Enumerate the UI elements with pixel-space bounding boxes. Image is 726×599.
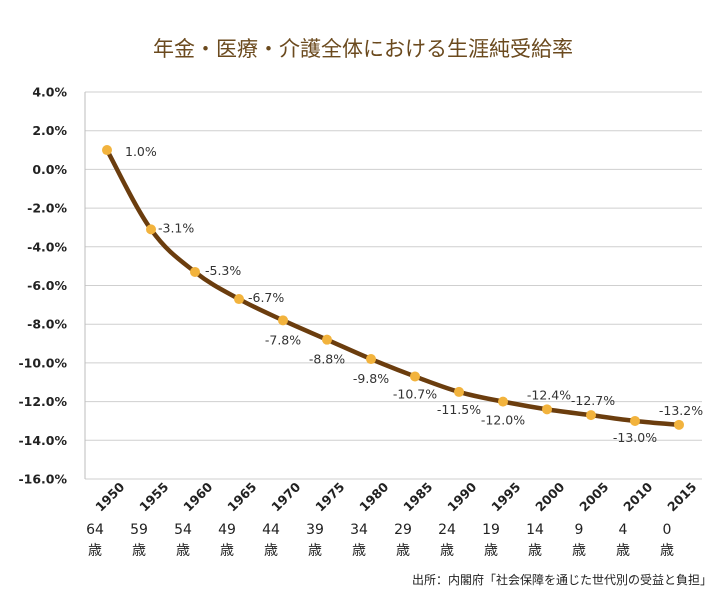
age-unit: 歳 bbox=[572, 543, 586, 559]
y-tick-label: -16.0% bbox=[18, 472, 67, 487]
grid bbox=[84, 91, 702, 480]
age-label: 24 bbox=[438, 522, 456, 538]
y-tick-label: -14.0% bbox=[18, 433, 67, 448]
data-label: -13.0% bbox=[613, 430, 657, 445]
x-tick-label: 1990 bbox=[444, 479, 479, 514]
age-unit: 歳 bbox=[528, 543, 542, 559]
x-tick-label: 1955 bbox=[136, 479, 171, 514]
age-unit: 歳 bbox=[220, 543, 234, 559]
age-label: 59 bbox=[130, 522, 148, 538]
data-point bbox=[454, 386, 464, 397]
age-label: 9 bbox=[575, 522, 584, 538]
data-label: -12.4% bbox=[527, 387, 571, 402]
age-label: 29 bbox=[394, 522, 412, 538]
data-label: -12.7% bbox=[571, 393, 615, 408]
age-label: 39 bbox=[306, 522, 324, 538]
x-tick-label: 1970 bbox=[268, 479, 303, 514]
age-unit: 歳 bbox=[88, 543, 102, 559]
data-point bbox=[322, 334, 332, 345]
y-tick-label: -4.0% bbox=[27, 239, 67, 254]
data-point bbox=[498, 396, 508, 407]
data-point bbox=[586, 410, 596, 421]
data-label: -8.8% bbox=[309, 352, 345, 367]
y-axis: 4.0% 2.0% 0.0% -2.0% -4.0% -6.0% -8.0% -10.0% -1… bbox=[18, 85, 67, 487]
data-point bbox=[542, 404, 552, 415]
data-label: -6.7% bbox=[248, 290, 284, 305]
data-labels: 1.0% -3.1% -5.3% -6.7% -7.8% -8.8% -9.8% -10.7%… bbox=[125, 144, 703, 445]
age-unit: 歳 bbox=[176, 543, 190, 559]
x-tick-label: 2000 bbox=[532, 479, 567, 514]
x-tick-label: 1995 bbox=[488, 479, 523, 514]
age-unit: 歳 bbox=[396, 543, 410, 559]
data-label: -5.3% bbox=[205, 263, 241, 278]
y-tick-label: 4.0% bbox=[32, 85, 67, 100]
y-tick-label: -12.0% bbox=[18, 394, 67, 409]
data-point bbox=[146, 224, 156, 235]
x-tick-label: 1985 bbox=[400, 479, 435, 514]
age-unit: 歳 bbox=[352, 543, 366, 559]
age-label: 54 bbox=[174, 522, 192, 538]
age-label: 34 bbox=[350, 522, 368, 538]
y-tick-label: -10.0% bbox=[18, 355, 67, 370]
age-unit: 歳 bbox=[660, 543, 674, 559]
data-point bbox=[102, 145, 112, 156]
age-unit: 歳 bbox=[440, 543, 454, 559]
age-unit: 歳 bbox=[264, 543, 278, 559]
data-label: -7.8% bbox=[265, 332, 301, 347]
data-point bbox=[366, 354, 376, 365]
x-axis: 1950 1955 1960 1965 1970 1975 1980 1985 1990 1995… bbox=[92, 479, 699, 514]
age-label: 64 bbox=[86, 522, 104, 538]
y-tick-label: 2.0% bbox=[32, 123, 67, 138]
y-tick-label: -6.0% bbox=[27, 278, 67, 293]
data-point bbox=[278, 315, 288, 326]
age-label: 14 bbox=[526, 522, 544, 538]
data-label: -3.1% bbox=[158, 220, 194, 235]
age-unit: 歳 bbox=[132, 543, 146, 559]
age-label: 49 bbox=[218, 522, 236, 538]
data-label: 1.0% bbox=[125, 144, 157, 159]
x-tick-label: 1965 bbox=[224, 479, 259, 514]
data-point bbox=[190, 266, 200, 277]
data-point bbox=[234, 294, 244, 305]
age-label: 4 bbox=[619, 522, 628, 538]
source-note: 出所：内閣府「社会保障を通じた世代別の受益と負担」 bbox=[412, 572, 712, 587]
age-unit: 歳 bbox=[484, 543, 498, 559]
x-tick-label: 2005 bbox=[576, 479, 611, 514]
series bbox=[102, 145, 684, 430]
x-tick-label: 1960 bbox=[180, 479, 215, 514]
data-label: -9.8% bbox=[353, 371, 389, 386]
chart-title: 年金・医療・介護全体における生涯純受給率 bbox=[153, 37, 573, 61]
y-tick-label: -2.0% bbox=[27, 201, 67, 216]
data-label: -10.7% bbox=[393, 386, 437, 401]
age-unit: 歳 bbox=[308, 543, 322, 559]
series-line bbox=[104, 147, 682, 428]
data-point bbox=[410, 371, 420, 382]
y-tick-label: -8.0% bbox=[27, 317, 67, 332]
data-point bbox=[674, 419, 684, 430]
x-tick-label: 2010 bbox=[620, 479, 655, 514]
x-tick-label: 1950 bbox=[92, 479, 127, 514]
x-tick-label: 1975 bbox=[312, 479, 347, 514]
data-label: -12.0% bbox=[481, 413, 525, 428]
data-label: -13.2% bbox=[659, 403, 703, 418]
age-unit: 歳 bbox=[616, 543, 630, 559]
age-label: 19 bbox=[482, 522, 500, 538]
x-tick-label: 1980 bbox=[356, 479, 391, 514]
age-labels: 64 歳 59 歳 54 歳 49 歳 44 歳 39 歳 34 歳 29 歳 24 歳 19 歳 14 歳 9 歳 4 歳 0 歳 bbox=[86, 522, 674, 559]
data-point bbox=[630, 415, 640, 426]
age-label: 0 bbox=[663, 522, 672, 538]
age-label: 44 bbox=[262, 522, 280, 538]
y-tick-label: 0.0% bbox=[32, 162, 67, 177]
x-tick-label: 2015 bbox=[664, 479, 699, 514]
data-label: -11.5% bbox=[437, 402, 481, 417]
